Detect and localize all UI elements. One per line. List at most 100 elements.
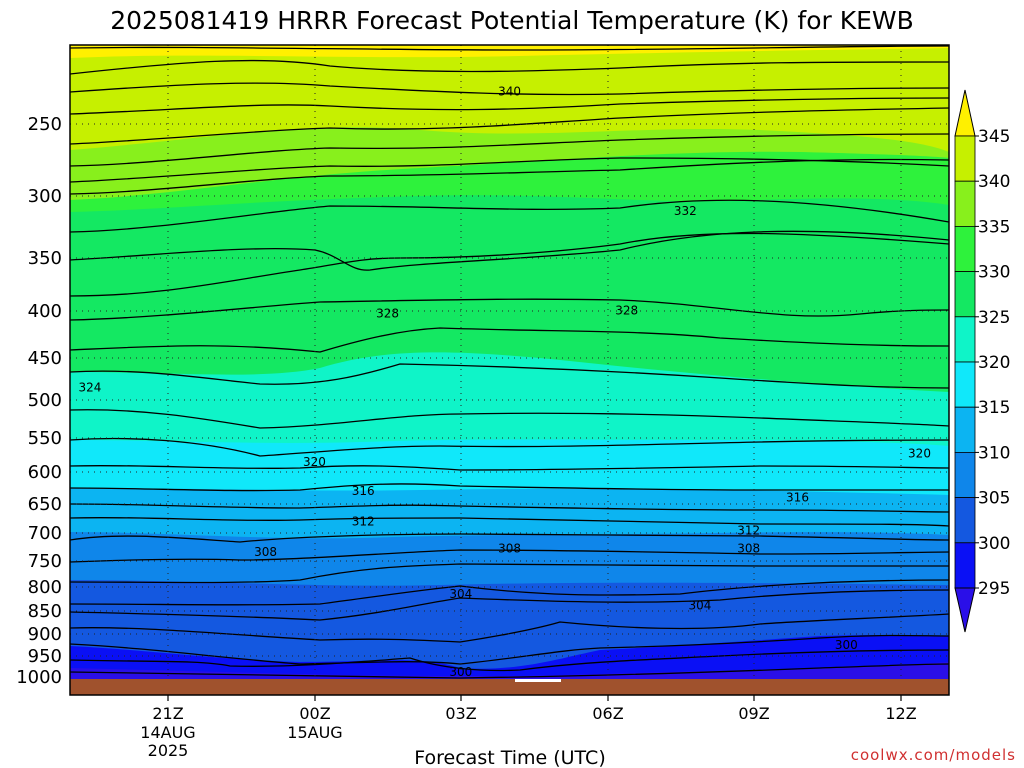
y-tick-label: 950 (28, 646, 62, 667)
contour-line (70, 157, 949, 183)
colorbar-swatch (954, 180, 976, 227)
contour-labels: 340 332 328 328 324 320 320 316 316 312 312 308 308 3… (78, 84, 931, 679)
y-tick-label: 1000 (16, 667, 62, 688)
contour-value-label: 316 (786, 490, 809, 504)
x-tick-date: 15AUG (287, 723, 342, 742)
colorbar-label: 300 (978, 534, 1010, 554)
contour-value-label: 312 (737, 524, 760, 538)
y-tick-label: 250 (28, 114, 62, 135)
contour-value-label: 312 (352, 514, 375, 528)
x-tick-label: 00Z (299, 704, 330, 723)
contour-line (70, 133, 949, 167)
colorbar-swatch (954, 271, 976, 318)
contour-value-label: 300 (835, 638, 858, 652)
contour-value-label: 340 (498, 84, 521, 98)
x-tick-marks (167, 695, 902, 701)
contour-value-label: 324 (78, 381, 101, 395)
y-tick-label: 900 (28, 624, 62, 645)
contour-line (70, 327, 949, 353)
y-tick-label: 500 (28, 390, 62, 411)
chart-title: 2025081419 HRRR Forecast Potential Tempe… (110, 6, 914, 35)
contour-line (70, 409, 949, 429)
x-tick-label: 03Z (445, 704, 476, 723)
contour-value-label: 308 (254, 545, 277, 559)
contour-line (70, 230, 949, 271)
contour-line (70, 589, 949, 621)
colorbar-label: 320 (978, 353, 1010, 373)
colorbar-label: 325 (978, 308, 1010, 328)
colorbar-label: 330 (978, 263, 1010, 283)
colorbar-swatch (954, 361, 976, 408)
contour-line (70, 437, 949, 457)
contour-value-label: 328 (376, 307, 399, 321)
contour-line (70, 516, 949, 527)
y-axis: 250 300 350 400 450 500 550 600 650 700 … (16, 114, 62, 688)
colorbar-swatch (954, 135, 976, 182)
contour-value-label: 332 (674, 204, 697, 218)
contour-value-label: 300 (449, 665, 472, 679)
contour-line (70, 199, 949, 233)
colorbar-swatch (954, 497, 976, 544)
y-tick-label: 450 (28, 348, 62, 369)
gridlines (70, 45, 949, 695)
credit-text: coolwx.com/models (851, 746, 1016, 764)
x-tick-label: 12Z (885, 704, 916, 723)
contour-value-label: 304 (688, 598, 711, 612)
contour-value-label: 316 (352, 484, 375, 498)
contour-line (70, 563, 949, 584)
colorbar-swatch (954, 542, 976, 589)
colorbar-label: 305 (978, 489, 1010, 509)
plot-area (70, 45, 949, 695)
y-tick-label: 300 (28, 186, 62, 207)
contour-value-label: 308 (737, 542, 760, 556)
contour-lines (70, 45, 949, 679)
contour-line (70, 82, 949, 96)
contour-value-label: 304 (449, 587, 472, 601)
y-tick-label: 750 (28, 551, 62, 572)
terrain-strip (70, 679, 949, 695)
y-tick-label: 350 (28, 248, 62, 269)
contour-line (70, 649, 949, 672)
colorbar-swatch (954, 316, 976, 363)
colorbar-arrow-top (954, 89, 976, 137)
y-tick-label: 400 (28, 301, 62, 322)
y-tick-label: 650 (28, 494, 62, 515)
colorbar-label: 345 (978, 127, 1010, 147)
colorbar-label: 315 (978, 398, 1010, 418)
terrain-gap (515, 679, 561, 682)
x-tick-year: 2025 (148, 741, 189, 760)
contour-line (70, 503, 949, 513)
x-axis-label: Forecast Time (UTC) (414, 747, 605, 768)
contour-line (70, 533, 949, 543)
contour-line (70, 464, 949, 471)
x-tick-label: 21Z (152, 704, 183, 723)
contour-line (70, 663, 949, 679)
contour-line (70, 232, 949, 297)
colorbar-swatch (954, 451, 976, 498)
contour-line (70, 158, 949, 195)
contour-line (70, 107, 949, 145)
contour-line (70, 298, 949, 321)
contour-line (70, 97, 949, 115)
contour-value-label: 320 (303, 455, 326, 469)
colorbar-swatch (954, 225, 976, 272)
contour-line (70, 549, 949, 563)
colorbar-label: 340 (978, 172, 1010, 192)
x-tick-label: 09Z (738, 704, 769, 723)
colorbar-arrow-bottom (954, 587, 976, 633)
y-tick-label: 700 (28, 523, 62, 544)
contour-value-label: 320 (908, 446, 931, 460)
contour-line (70, 579, 949, 606)
contour-value-label: 308 (498, 542, 521, 556)
y-tick-label: 550 (28, 428, 62, 449)
colorbar-swatch (954, 406, 976, 453)
colorbar-label: 335 (978, 217, 1010, 237)
contour-line (70, 363, 949, 389)
contour-line (70, 59, 949, 75)
y-tick-label: 850 (28, 601, 62, 622)
plot-frame (69, 44, 950, 696)
y-tick-label: 800 (28, 577, 62, 598)
colorbar: 345 340 335 330 325 320 315 310 305 300 295 (954, 89, 1010, 633)
x-axis: 21Z 00Z 03Z 06Z 09Z 12Z 14AUG 2025 15AUG (140, 704, 916, 760)
